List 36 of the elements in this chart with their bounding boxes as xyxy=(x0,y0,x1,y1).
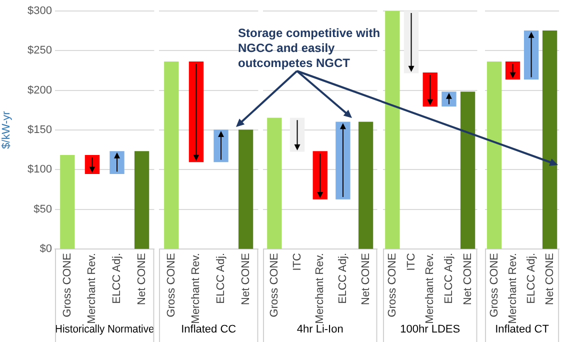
x-tick-label: ELCC Adj. xyxy=(525,253,538,304)
x-tick-label: Net CONE xyxy=(136,253,148,305)
x-tick-label: ELCC Adj. xyxy=(215,253,228,304)
y-tick-label: $150 xyxy=(28,124,52,136)
x-axis-title: Historically Normative xyxy=(55,323,154,336)
x-tick-label: Net CONE xyxy=(240,253,252,305)
y-tick-label: $0 xyxy=(40,243,52,256)
x-axis-title: Inflated CC xyxy=(181,323,236,336)
x-tick-label: ITC xyxy=(405,252,418,271)
x-axis-title: 100hr LDES xyxy=(400,323,460,336)
x-tick-label: Merchant Rev. xyxy=(86,253,98,324)
x-tick-label: Merchant Rev. xyxy=(424,253,436,324)
x-axis-title: Inflated CT xyxy=(495,323,550,336)
y-tick-label: $200 xyxy=(28,84,52,96)
x-tick-label: ELCC Adj. xyxy=(111,253,124,304)
y-axis-title: $/kW-yr xyxy=(0,110,13,149)
x-tick-label: Gross CONE xyxy=(488,253,500,318)
x-tick-label: Gross CONE xyxy=(61,253,74,318)
y-tick-label: $300 xyxy=(28,5,52,18)
x-tick-label: Merchant Rev. xyxy=(506,253,519,324)
x-tick-label: Gross CONE xyxy=(268,253,280,318)
x-tick-label: Net CONE xyxy=(462,253,474,305)
y-tick-label: $100 xyxy=(28,164,52,176)
x-tick-label: Merchant Rev. xyxy=(190,253,202,324)
x-tick-label: Net CONE xyxy=(360,253,372,305)
x-tick-label: Net CONE xyxy=(544,253,556,305)
x-tick-label: ITC xyxy=(291,252,304,271)
x-axis-title: 4hr Li-Ion xyxy=(296,323,344,336)
y-tick-label: $250 xyxy=(28,44,52,57)
x-tick-label: Gross CONE xyxy=(165,253,178,318)
x-tick-label: Gross CONE xyxy=(386,253,398,318)
x-tick-label: ELCC Adj. xyxy=(336,253,349,304)
y-tick-label: $50 xyxy=(34,203,52,216)
x-tick-label: ELCC Adj. xyxy=(442,253,455,304)
annotation: Storage competitive with NGCC and easily outcompetes NGCT xyxy=(238,26,382,71)
x-tick-label: Merchant Rev. xyxy=(314,253,326,324)
